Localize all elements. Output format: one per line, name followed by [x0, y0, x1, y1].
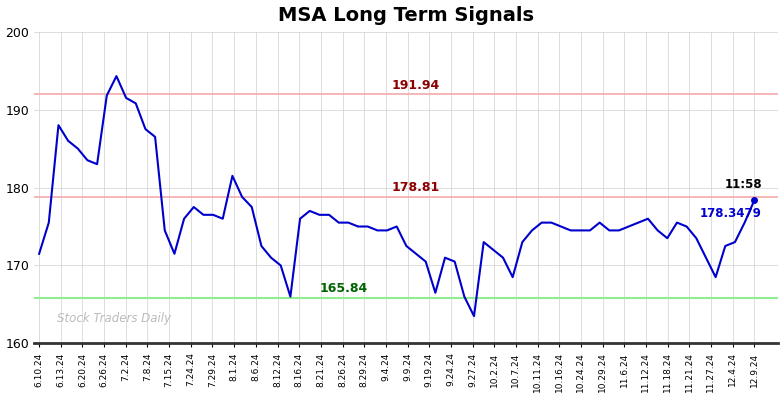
- Text: 165.84: 165.84: [319, 282, 368, 295]
- Text: Stock Traders Daily: Stock Traders Daily: [56, 312, 171, 325]
- Text: 191.94: 191.94: [392, 79, 440, 92]
- Text: 178.3479: 178.3479: [700, 207, 762, 220]
- Text: 178.81: 178.81: [392, 181, 440, 194]
- Text: 11:58: 11:58: [724, 178, 762, 191]
- Title: MSA Long Term Signals: MSA Long Term Signals: [278, 6, 535, 25]
